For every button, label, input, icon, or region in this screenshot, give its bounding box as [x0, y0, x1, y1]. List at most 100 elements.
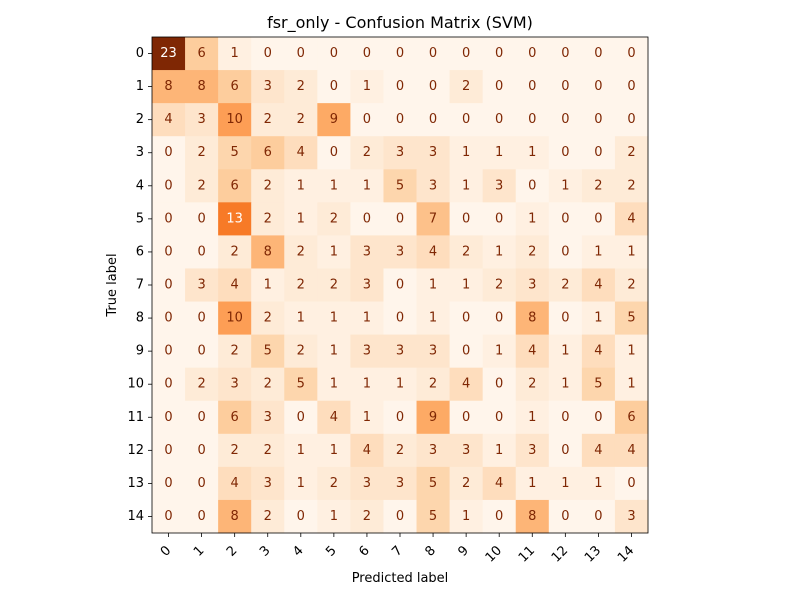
heatmap-cell-r14-c12 — [548, 499, 583, 534]
heatmap-cell-r0-c14 — [614, 37, 649, 71]
heatmap-cell-r5-c5 — [317, 202, 351, 236]
heatmap-cell-r9-c6 — [350, 334, 384, 369]
cell-value-r5-c0: 0 — [164, 211, 172, 226]
heatmap-cell-r13-c4 — [284, 466, 318, 501]
heatmap-cell-r4-c1 — [185, 169, 219, 203]
cell-value-r7-c1: 3 — [197, 278, 205, 293]
cell-value-r4-c7: 5 — [396, 178, 404, 193]
cell-value-r8-c2: 10 — [226, 311, 243, 326]
heatmap-cell-r7-c13 — [581, 268, 616, 302]
heatmap-cell-r2-c13 — [581, 103, 616, 137]
heatmap-cell-r12-c0 — [152, 433, 186, 468]
cell-value-r1-c6: 1 — [363, 79, 371, 94]
heatmap-cell-r5-c10 — [482, 202, 517, 236]
heatmap-cell-r2-c2 — [218, 103, 252, 137]
cell-value-r9-c4: 2 — [297, 344, 305, 359]
heatmap-cell-r12-c3 — [251, 433, 285, 468]
x-axis-label: Predicted label — [352, 571, 449, 586]
cell-value-r0-c12: 0 — [561, 46, 569, 61]
heatmap-cell-r13-c6 — [350, 466, 384, 501]
heatmap-cell-r12-c8 — [416, 433, 450, 468]
heatmap-cell-r0-c1 — [185, 37, 219, 71]
cell-value-r9-c13: 4 — [594, 344, 602, 359]
cell-value-r12-c8: 3 — [429, 443, 437, 458]
heatmap-cell-r0-c8 — [416, 37, 450, 71]
x-tick-label-11: 11 — [516, 543, 538, 565]
cell-value-r9-c8: 3 — [429, 344, 437, 359]
cell-value-r13-c3: 3 — [264, 476, 272, 491]
y-tick-label-10: 10 — [127, 377, 144, 392]
heatmap-cell-r14-c8 — [416, 499, 450, 534]
cell-value-r1-c5: 0 — [330, 79, 338, 94]
cell-value-r2-c10: 0 — [495, 112, 503, 127]
heatmap-cell-r0-c13 — [581, 37, 616, 71]
heatmap-cell-r3-c1 — [185, 136, 219, 170]
heatmap-cell-r1-c3 — [251, 70, 285, 104]
heatmap-cell-r5-c2 — [218, 202, 252, 236]
heatmap-cell-r3-c14 — [614, 136, 649, 170]
cell-value-r6-c7: 3 — [396, 244, 404, 259]
y-tick-label-2: 2 — [136, 112, 144, 127]
heatmap-cell-r7-c4 — [284, 268, 318, 302]
heatmap-cell-r13-c13 — [581, 466, 616, 501]
cell-value-r11-c4: 0 — [297, 410, 305, 425]
cell-value-r1-c7: 0 — [396, 79, 404, 94]
heatmap-cell-r0-c10 — [482, 37, 517, 71]
cell-value-r5-c13: 0 — [594, 211, 602, 226]
heatmap-cell-r3-c9 — [449, 136, 484, 170]
heatmap-cell-r0-c11 — [515, 37, 550, 71]
heatmap-cell-r10-c10 — [482, 367, 517, 402]
cell-value-r4-c2: 6 — [231, 178, 239, 193]
heatmap-cell-r4-c4 — [284, 169, 318, 203]
heatmap-cell-r13-c0 — [152, 466, 186, 501]
cell-value-r1-c2: 6 — [231, 79, 239, 94]
heatmap-cell-r4-c5 — [317, 169, 351, 203]
heatmap-cell-r6-c0 — [152, 235, 186, 269]
cell-value-r3-c4: 4 — [297, 145, 305, 160]
cell-value-r3-c9: 1 — [462, 145, 470, 160]
heatmap-cell-r14-c14 — [614, 499, 649, 534]
y-tick-label-14: 14 — [127, 509, 144, 524]
heatmap-cell-r12-c11 — [515, 433, 550, 468]
heatmap-cell-r7-c3 — [251, 268, 285, 302]
heatmap-cell-r6-c2 — [218, 235, 252, 269]
cell-value-r5-c8: 7 — [429, 211, 437, 226]
cell-value-r0-c7: 0 — [396, 46, 404, 61]
heatmap-cell-r12-c14 — [614, 433, 649, 468]
heatmap-cell-r3-c11 — [515, 136, 550, 170]
heatmap-cells — [152, 37, 649, 534]
cell-value-r11-c10: 0 — [495, 410, 503, 425]
heatmap-cell-r4-c6 — [350, 169, 384, 203]
cell-value-r1-c9: 2 — [462, 79, 470, 94]
y-tick-label-13: 13 — [127, 476, 144, 491]
heatmap-cell-r4-c10 — [482, 169, 517, 203]
heatmap-cell-r14-c4 — [284, 499, 318, 534]
heatmap-cell-r9-c9 — [449, 334, 484, 369]
cell-value-r1-c1: 8 — [197, 79, 205, 94]
heatmap-cell-r7-c12 — [548, 268, 583, 302]
heatmap-cell-r3-c8 — [416, 136, 450, 170]
cell-value-r2-c9: 0 — [462, 112, 470, 127]
cell-value-r13-c8: 5 — [429, 476, 437, 491]
heatmap-cell-r7-c5 — [317, 268, 351, 302]
x-tick-label-2: 2 — [224, 543, 240, 559]
cell-value-r3-c8: 3 — [429, 145, 437, 160]
cell-value-r5-c3: 2 — [264, 211, 272, 226]
cell-value-r3-c10: 1 — [495, 145, 503, 160]
cell-value-r6-c0: 0 — [164, 244, 172, 259]
heatmap-cell-r4-c13 — [581, 169, 616, 203]
heatmap-cell-r3-c0 — [152, 136, 186, 170]
cell-value-r1-c0: 8 — [164, 79, 172, 94]
cell-value-r0-c8: 0 — [429, 46, 437, 61]
cell-value-r8-c13: 1 — [594, 311, 602, 326]
cell-value-r8-c10: 0 — [495, 311, 503, 326]
heatmap-cell-r1-c13 — [581, 70, 616, 104]
cell-value-r13-c10: 4 — [495, 476, 503, 491]
cell-value-r10-c1: 2 — [197, 377, 205, 392]
heatmap-cell-r9-c5 — [317, 334, 351, 369]
cell-value-r3-c6: 2 — [363, 145, 371, 160]
heatmap-cell-r7-c9 — [449, 268, 484, 302]
heatmap-cell-r9-c14 — [614, 334, 649, 369]
cell-value-r2-c2: 10 — [226, 112, 243, 127]
cell-value-r12-c1: 0 — [197, 443, 205, 458]
